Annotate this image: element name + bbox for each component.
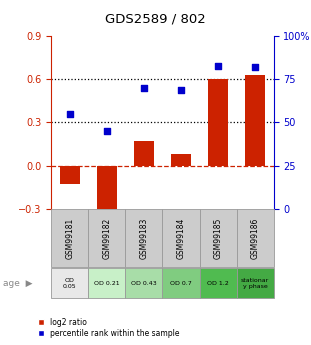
Point [67, 111, 72, 117]
Bar [237, 268, 274, 298]
Bar [171, 154, 191, 166]
Bar [51, 268, 88, 298]
Bar [245, 75, 265, 166]
Bar [60, 166, 80, 184]
Bar [200, 268, 237, 298]
Point [142, 85, 146, 91]
Text: GDS2589 / 802: GDS2589 / 802 [105, 12, 206, 25]
Text: GSM99185: GSM99185 [214, 218, 223, 259]
Bar [162, 209, 200, 267]
Text: GSM99183: GSM99183 [139, 218, 148, 259]
Point [179, 87, 183, 92]
Bar [125, 209, 162, 267]
Text: stationar
y phase: stationar y phase [241, 278, 269, 289]
Legend: log2 ratio, percentile rank within the sample: log2 ratio, percentile rank within the s… [35, 315, 183, 341]
Bar [88, 268, 125, 298]
Point [216, 63, 220, 68]
Point [253, 65, 258, 70]
Bar [88, 209, 125, 267]
Bar [162, 268, 200, 298]
Bar [125, 268, 162, 298]
Text: OD
0.05: OD 0.05 [63, 278, 77, 289]
Point [104, 128, 109, 134]
Bar [200, 209, 237, 267]
Text: OD 0.43: OD 0.43 [131, 281, 157, 286]
Text: age  ▶: age ▶ [3, 279, 33, 288]
Text: OD 1.2: OD 1.2 [207, 281, 229, 286]
Text: GSM99182: GSM99182 [102, 218, 111, 259]
Bar [97, 166, 117, 211]
Text: OD 0.21: OD 0.21 [94, 281, 120, 286]
Text: GSM99181: GSM99181 [65, 218, 74, 259]
Bar [237, 209, 274, 267]
Bar [208, 79, 228, 166]
Text: OD 0.7: OD 0.7 [170, 281, 192, 286]
Text: GSM99184: GSM99184 [177, 218, 186, 259]
Text: GSM99186: GSM99186 [251, 218, 260, 259]
Bar [51, 209, 88, 267]
Bar [134, 141, 154, 166]
